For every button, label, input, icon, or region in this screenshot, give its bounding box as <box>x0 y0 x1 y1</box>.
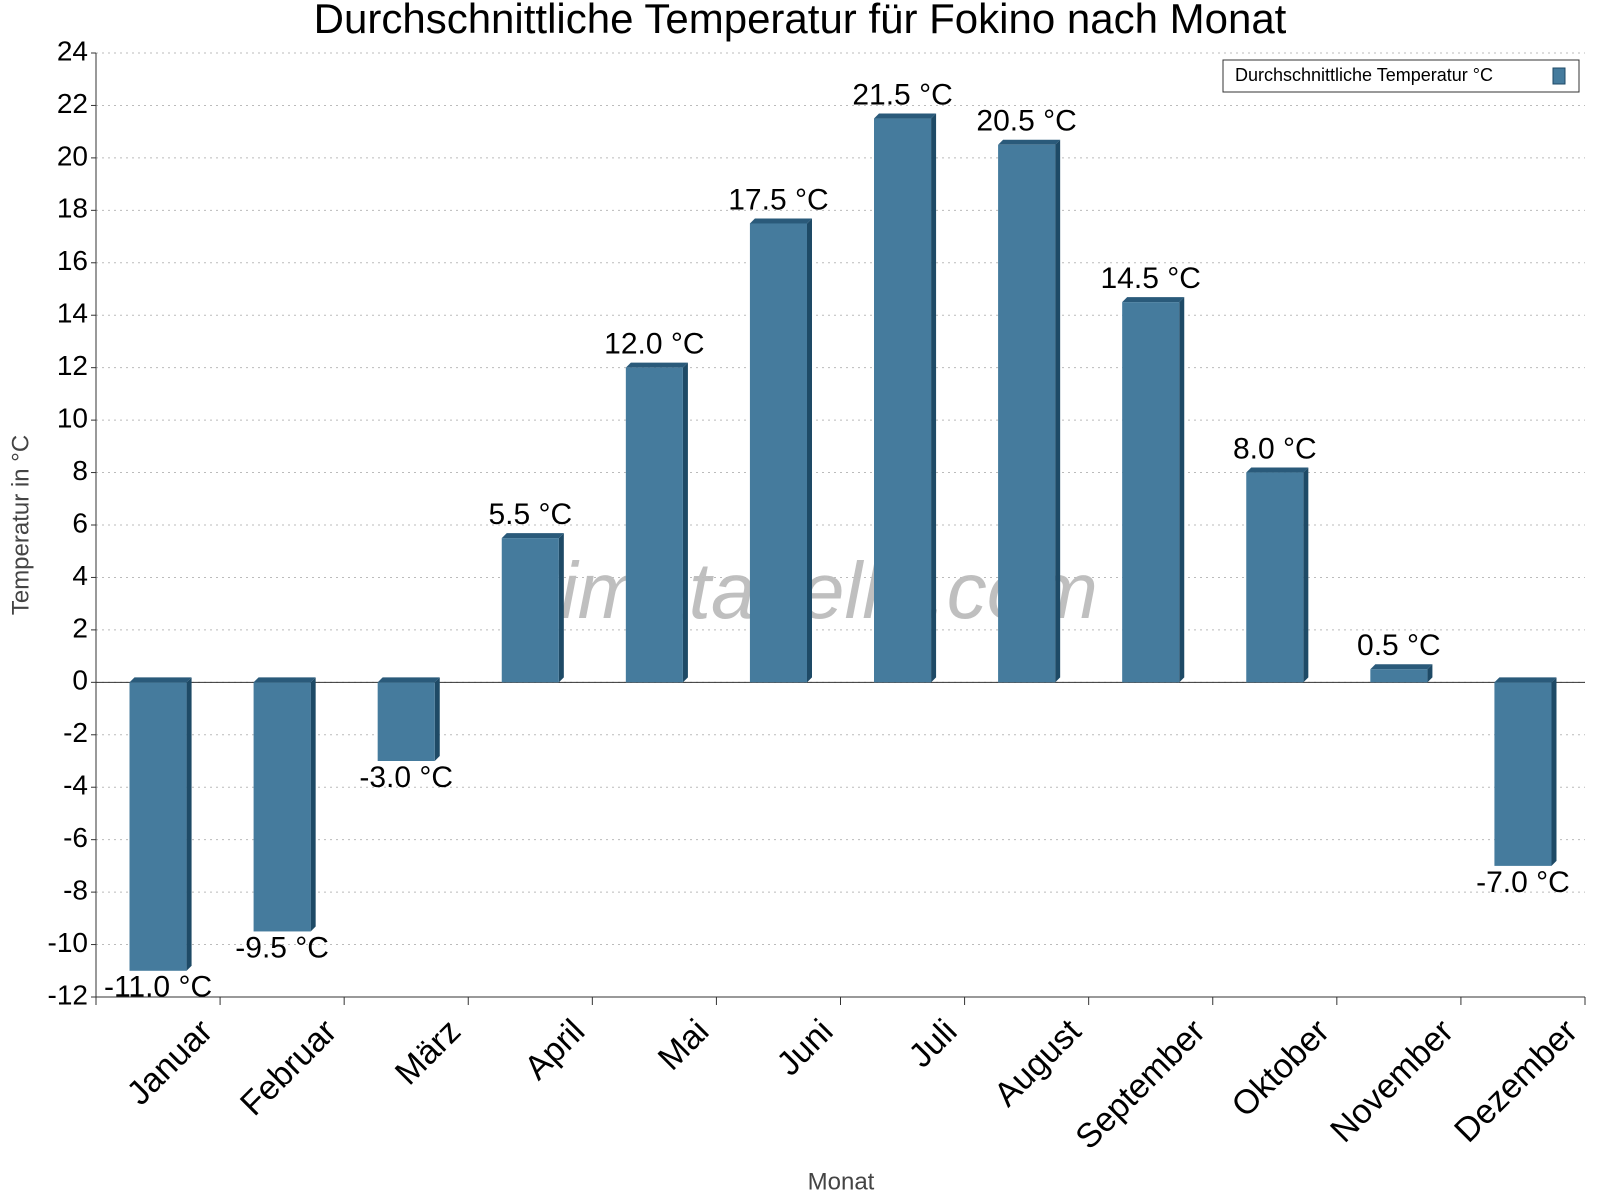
y-tick-label: 20 <box>57 140 88 171</box>
value-label: -3.0 °C <box>359 761 453 794</box>
x-tick-label: Januar <box>120 1012 220 1112</box>
y-tick-label: 12 <box>57 350 88 381</box>
x-tick-label: Juni <box>769 1012 840 1083</box>
x-axis-label: Monat <box>808 1168 875 1195</box>
value-label: 17.5 °C <box>728 183 828 216</box>
bar-side <box>434 677 440 761</box>
bar-top <box>874 113 937 119</box>
y-tick-label: 8 <box>72 455 88 486</box>
x-tick-label: August <box>987 1012 1089 1114</box>
legend-box <box>1222 59 1580 93</box>
bar-top <box>253 677 316 683</box>
y-tick-label: -4 <box>63 770 88 801</box>
bar-side <box>806 218 812 683</box>
y-tick-label: 4 <box>72 560 88 591</box>
value-label: -11.0 °C <box>104 971 212 1004</box>
value-label: 5.5 °C <box>488 498 572 531</box>
x-tick-label: Februar <box>233 1012 344 1123</box>
bar <box>749 223 807 683</box>
bar-top <box>377 677 440 683</box>
bar-side <box>1303 467 1309 683</box>
y-tick-label: 24 <box>57 35 88 66</box>
x-tick-label: April <box>517 1012 592 1087</box>
bar-top <box>129 677 192 683</box>
value-label: 8.0 °C <box>1233 432 1317 465</box>
bar <box>129 682 187 971</box>
y-tick-label: 18 <box>57 193 88 224</box>
y-tick-label: -8 <box>63 875 88 906</box>
bar-top <box>1122 297 1185 303</box>
bar <box>874 118 932 683</box>
bar-top <box>749 218 812 224</box>
bar-top <box>625 362 688 368</box>
y-tick-label: 22 <box>57 88 88 119</box>
bar <box>1494 682 1552 866</box>
legend-label: Durchschnittliche Temperatur °C <box>1235 65 1493 85</box>
bar-side <box>1551 677 1557 866</box>
x-tick-label: November <box>1323 1012 1461 1150</box>
bar-top <box>1494 677 1557 683</box>
y-tick-label: 6 <box>72 507 88 538</box>
y-tick-label: 16 <box>57 245 88 276</box>
y-tick-label: -2 <box>63 717 88 748</box>
value-label: -7.0 °C <box>1476 866 1570 899</box>
bar-side <box>1179 297 1185 683</box>
bar-top <box>501 533 564 539</box>
bar <box>501 538 559 683</box>
y-tick-label: 2 <box>72 612 88 643</box>
legend-swatch <box>1552 67 1566 85</box>
bar <box>1122 302 1180 683</box>
y-tick-label: 0 <box>72 665 88 696</box>
bar-side <box>682 362 688 683</box>
y-tick-label: -6 <box>63 822 88 853</box>
bar <box>998 144 1056 683</box>
bar <box>1370 669 1428 683</box>
x-tick-label: Mai <box>651 1012 717 1078</box>
x-tick-label: Oktober <box>1224 1012 1336 1124</box>
x-tick-label: Juli <box>902 1012 965 1075</box>
value-label: 21.5 °C <box>852 78 952 111</box>
bar <box>625 367 683 683</box>
bar-top <box>1370 664 1433 670</box>
value-label: 12.0 °C <box>604 328 704 361</box>
bar-side <box>1427 664 1433 683</box>
y-tick-label: 10 <box>57 403 88 434</box>
bar-side <box>310 677 316 932</box>
x-tick-label: September <box>1068 1012 1212 1156</box>
x-tick-label: Dezember <box>1447 1012 1585 1150</box>
value-label: 20.5 °C <box>976 105 1076 138</box>
bar-side <box>558 533 564 683</box>
x-tick-label: März <box>388 1012 468 1092</box>
value-label: -9.5 °C <box>235 931 329 964</box>
bar <box>253 682 311 932</box>
bar <box>1246 472 1304 683</box>
y-axis-label: Temperatur in °C <box>7 435 34 615</box>
bar-top <box>998 139 1061 145</box>
bar-top <box>1246 467 1309 473</box>
y-tick-label: 14 <box>57 298 88 329</box>
bar-side <box>1055 139 1061 683</box>
value-label: 14.5 °C <box>1101 262 1201 295</box>
chart-title: Durchschnittliche Temperatur für Fokino … <box>314 0 1287 42</box>
value-label: 0.5 °C <box>1357 629 1441 662</box>
y-tick-label: -12 <box>48 979 88 1010</box>
bar <box>377 682 435 761</box>
bar-side <box>931 113 937 683</box>
bar-side <box>186 677 192 971</box>
y-tick-label: -10 <box>48 927 88 958</box>
